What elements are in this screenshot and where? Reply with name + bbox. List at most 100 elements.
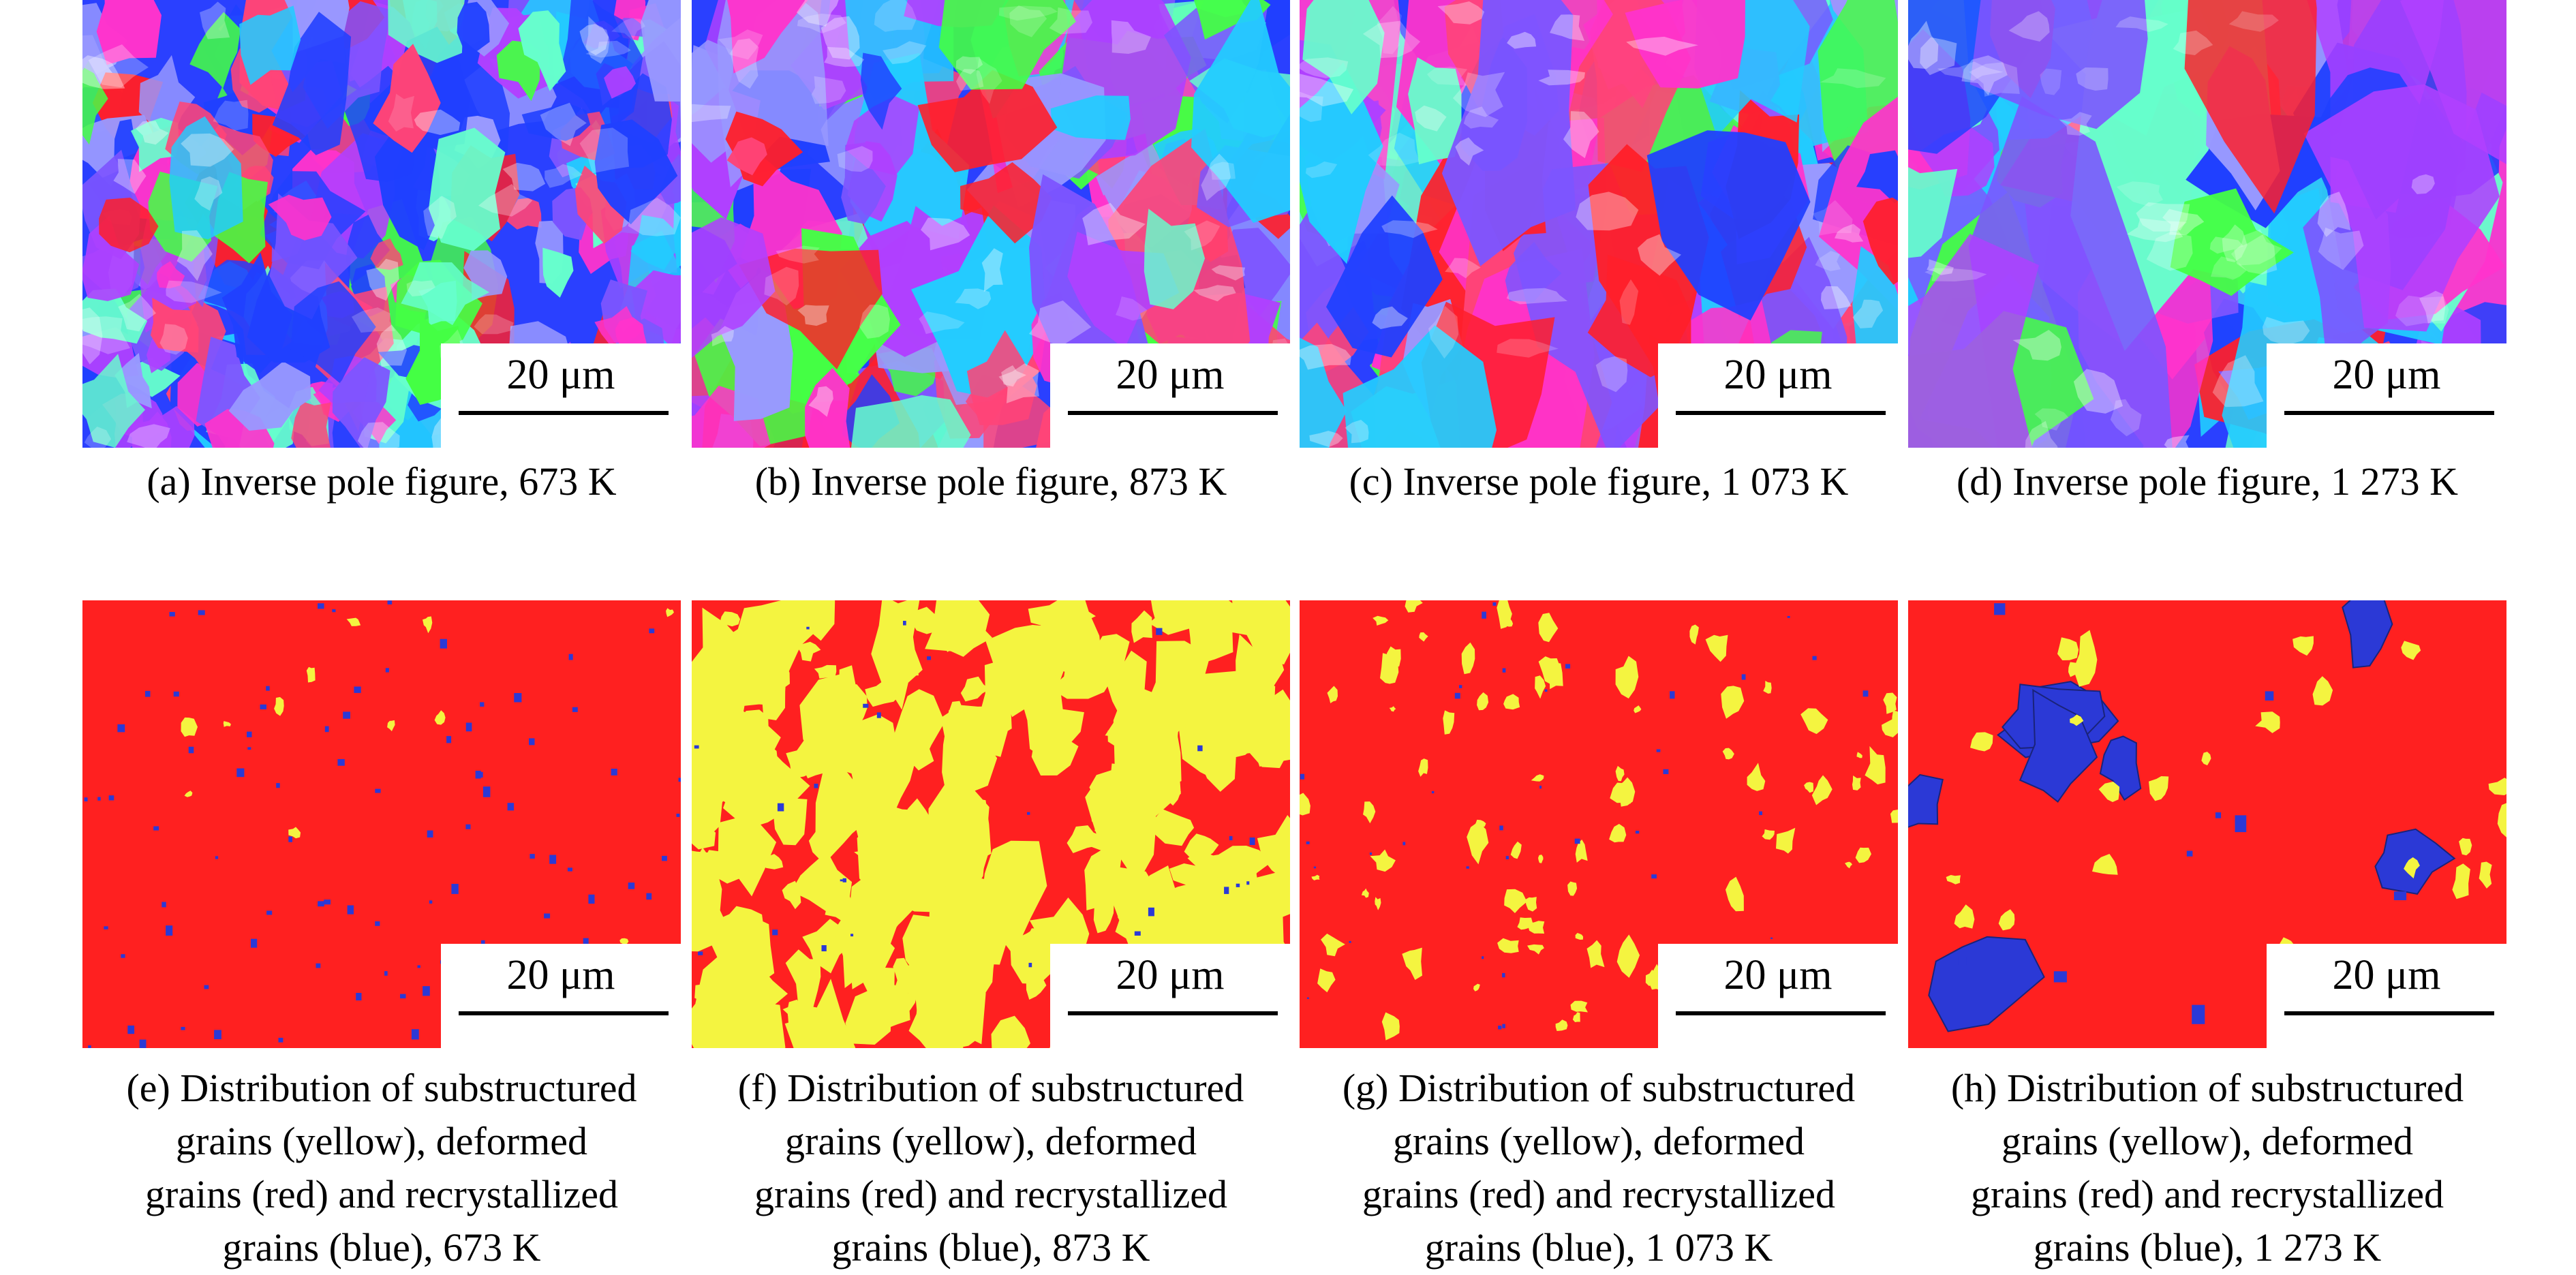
grain-highlight [357, 422, 400, 448]
recrystallized-grain [1656, 749, 1661, 752]
recrystallized-grain [1958, 957, 1967, 966]
scale-bar-box: 20 μm [1050, 944, 1290, 1048]
substructured-grain [1865, 746, 1886, 785]
substructured-grain [1527, 921, 1545, 934]
grain-highlight [1812, 200, 1853, 236]
substructured-grain [346, 617, 361, 626]
substructured-grain [1998, 909, 2015, 931]
grain-highlight [1507, 31, 1537, 49]
grain-highlight [1001, 365, 1027, 387]
recrystallized-grain [417, 965, 420, 968]
substructured-grain [1467, 821, 1489, 865]
substructured-grain [1473, 983, 1480, 992]
caption-line: grains (yellow), deformed [176, 1119, 587, 1163]
grain [132, 411, 172, 448]
grain [518, 10, 566, 91]
recrystallized-grain [507, 803, 515, 811]
substructured-grain [1572, 1012, 1580, 1022]
grain-highlight [821, 16, 860, 60]
recrystallized-grain [451, 884, 459, 894]
grain-map-h: 20 μm [1908, 600, 2506, 1048]
grain-highlight [2173, 30, 2213, 55]
substructured-grain [1747, 763, 1766, 791]
grain-highlight [1427, 66, 1468, 86]
grain-highlight [2136, 202, 2190, 232]
grain-highlight [1116, 296, 1148, 321]
substructured-grain [845, 987, 891, 1045]
grain-highlight [1925, 268, 1987, 281]
recrystallized-grain [385, 668, 389, 673]
grain [841, 142, 886, 224]
substructured-grain [1386, 646, 1401, 669]
recrystallized-grain [646, 893, 652, 900]
recrystallized-grain [181, 1026, 185, 1030]
grain-highlight [2146, 231, 2193, 271]
grain-highlight [1455, 137, 1484, 166]
grain-highlight [1820, 68, 1886, 89]
caption-e: (e) Distribution of substructured grains… [68, 1062, 695, 1274]
grain-highlight [628, 198, 681, 236]
recrystallized-grain [840, 879, 843, 882]
grain [1625, 0, 1745, 89]
recrystallized-grain [411, 1029, 419, 1040]
substructured-grain [1182, 697, 1222, 752]
grain-highlight [1563, 111, 1599, 159]
substructured-grain [1381, 1012, 1400, 1041]
grain-map-f: 20 μm [692, 600, 1290, 1048]
grain-highlight [388, 93, 414, 132]
substructured-grain [692, 607, 748, 720]
grain [1862, 197, 1898, 285]
substructured-grain [1327, 686, 1338, 703]
recrystallized-grain [1431, 790, 1435, 794]
substructured-grain [910, 606, 945, 634]
recrystallized-grain [568, 654, 573, 660]
substructured-grain [1689, 624, 1699, 645]
grain-highlight [2230, 229, 2282, 266]
recrystallized-grain [1306, 997, 1309, 999]
scale-bar [1068, 1011, 1278, 1015]
scale-bar-label: 20 μm [506, 352, 615, 398]
recrystallized-grain [198, 610, 205, 615]
grain [805, 367, 850, 448]
recrystallized-grain [903, 621, 906, 626]
substructured-grain [1856, 752, 1862, 758]
grain [1908, 167, 1958, 258]
substructured-grain [1088, 784, 1132, 852]
substructured-grain [2255, 711, 2280, 733]
scale-bar [459, 411, 669, 415]
substructured-grain [1475, 819, 1486, 829]
recrystallized-grain [649, 628, 655, 634]
caption-f: (f) Distribution of substructured grains… [677, 1062, 1304, 1274]
grain-highlight [1538, 70, 1585, 86]
grain-highlight [797, 14, 846, 33]
grain-highlight [2115, 16, 2168, 32]
ipf-map-c: 20 μm [1300, 0, 1898, 448]
grain [1646, 130, 1811, 321]
substructured-grain [1705, 634, 1728, 662]
recrystallized-grain [678, 778, 681, 782]
substructured-grain [1811, 775, 1833, 805]
grain-highlight [2234, 234, 2278, 275]
recrystallized-grain [611, 769, 617, 775]
grain [557, 0, 643, 134]
grain-highlight [921, 217, 970, 251]
grain-highlight [1595, 356, 1628, 393]
grain [1220, 228, 1290, 317]
grain-highlight [955, 56, 983, 74]
recrystallized-grain [1539, 785, 1542, 789]
grain-highlight [414, 109, 461, 136]
grain-highlight [2164, 435, 2190, 448]
recrystallized-grain [173, 691, 179, 697]
recrystallized-grain [1236, 883, 1240, 887]
grain-highlight [579, 127, 630, 174]
substructured-grain [1361, 888, 1369, 898]
grain [860, 52, 902, 130]
grain-highlight [2162, 209, 2205, 235]
caption-line: grains (red) and recrystallized [144, 1172, 619, 1216]
recrystallized-grain [104, 926, 108, 930]
substructured-grain [1236, 634, 1285, 703]
recrystallized-grain [1459, 685, 1462, 688]
grain-highlight [976, 58, 1002, 104]
caption-line: grains (yellow), deformed [1393, 1119, 1805, 1163]
grain [82, 61, 108, 145]
